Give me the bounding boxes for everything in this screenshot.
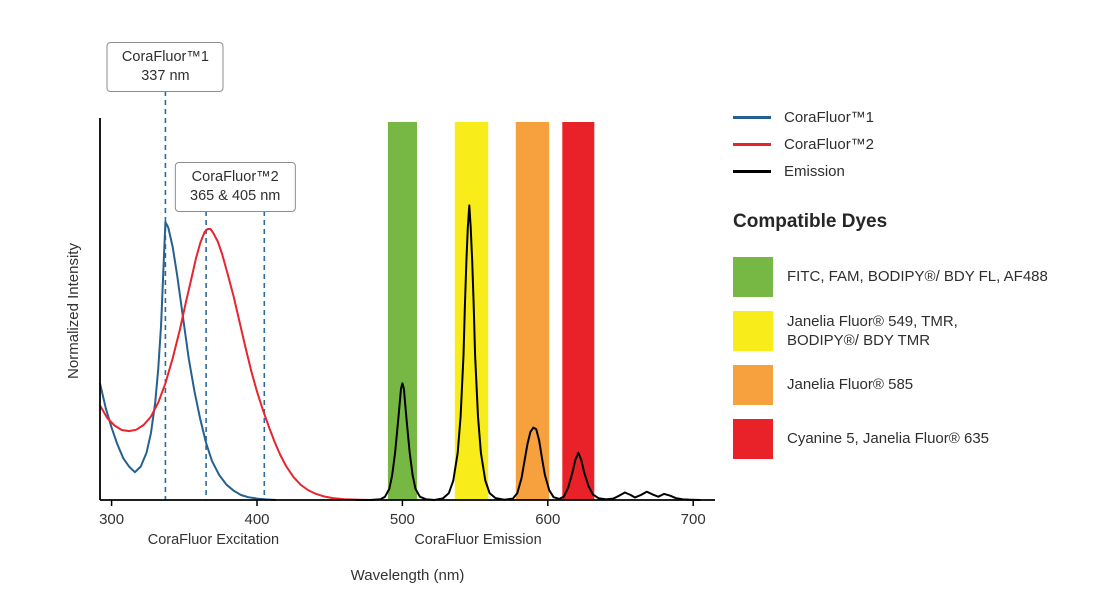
dye-item-orange: Janelia Fluor® 585 (733, 365, 1103, 405)
annotation-wavelength: 337 nm (141, 67, 190, 84)
dye-band-2 (515, 122, 550, 500)
axis-group-label-1: CoraFluor Emission (414, 532, 541, 548)
axis-group-label-0: CoraFluor Excitation (148, 532, 279, 548)
x-tick-label: 300 (99, 511, 124, 528)
emission-line-sample (733, 170, 771, 173)
legend-item-emission: Emission (733, 158, 1103, 185)
legend-label: CoraFluor™2 (784, 136, 875, 153)
annotation-wavelength: 365 & 405 nm (190, 187, 281, 204)
dye-item-yellow: Janelia Fluor® 549, TMR, BODIPY®/ BDY TM… (733, 311, 1103, 351)
dye-band-1 (454, 122, 489, 500)
dye-label: FITC, FAM, BODIPY®/ BDY FL, AF488 (787, 268, 1048, 286)
dye-item-red: Cyanine 5, Janelia Fluor® 635 (733, 419, 1103, 459)
dye-label: Cyanine 5, Janelia Fluor® 635 (787, 430, 990, 448)
compatible-dyes-heading: Compatible Dyes (733, 211, 888, 232)
corafluor1-line-sample (733, 116, 771, 119)
x-axis-title: Wavelength (nm) (351, 567, 465, 584)
corafluor2-line-sample (733, 143, 771, 146)
legend-label: Emission (784, 163, 845, 180)
yellow-dye-swatch (733, 311, 773, 351)
x-tick-label: 500 (390, 511, 415, 528)
red-dye-swatch (733, 419, 773, 459)
orange-dye-swatch (733, 365, 773, 405)
dye-label: Janelia Fluor® 549, TMR, BODIPY®/ BDY TM… (787, 312, 958, 350)
dye-item-green: FITC, FAM, BODIPY®/ BDY FL, AF488 (733, 257, 1103, 297)
dye-band-3 (562, 122, 595, 500)
green-dye-swatch (733, 257, 773, 297)
y-axis-title: Normalized Intensity (65, 243, 82, 379)
dye-label: Janelia Fluor® 585 (787, 376, 914, 394)
spectra-chart: 300 400 500 600 700 CoraFluor Excitation CoraF… (65, 82, 715, 584)
legend-panel: CoraFluor™1 CoraFluor™2 Emission Compati… (733, 104, 1103, 473)
legend-label: CoraFluor™1 (784, 109, 875, 126)
x-tick-label: 400 (244, 511, 269, 528)
excitation-curve-0 (99, 221, 276, 501)
annotation-title: CoraFluor™2 (191, 169, 279, 185)
dye-band-0 (387, 122, 417, 500)
annotation-box-corafluor1: CoraFluor™1 337 nm (106, 42, 224, 92)
excitation-curve-1 (99, 228, 374, 501)
x-tick-label: 700 (681, 511, 706, 528)
annotation-box-corafluor2: CoraFluor™2 365 & 405 nm (175, 162, 296, 212)
legend-item-corafluor2: CoraFluor™2 (733, 131, 1103, 158)
annotation-title: CoraFluor™1 (121, 49, 209, 65)
legend-item-corafluor1: CoraFluor™1 (733, 104, 1103, 131)
x-tick-label: 600 (535, 511, 560, 528)
